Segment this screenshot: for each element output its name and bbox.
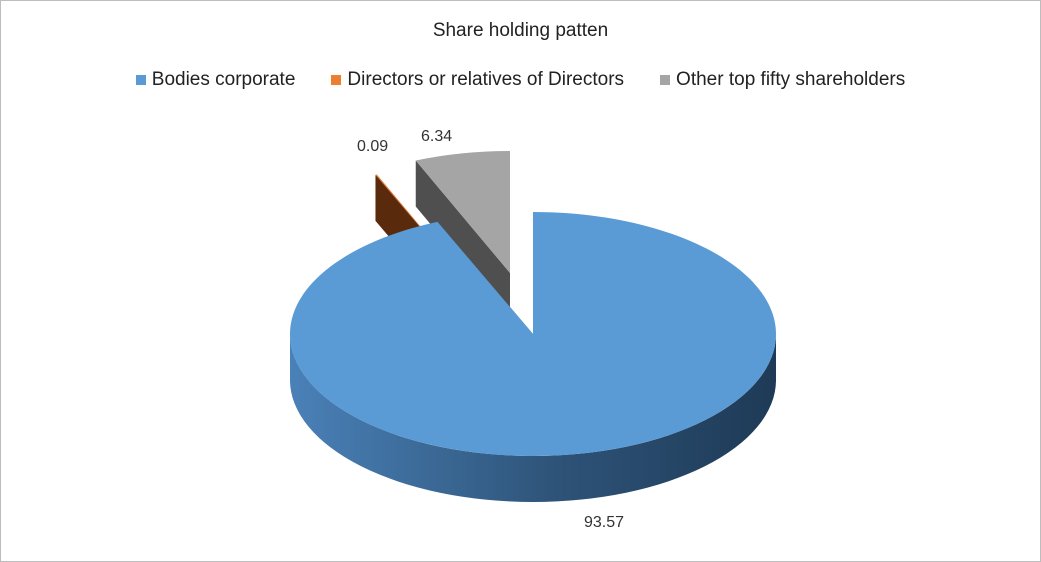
chart-title: Share holding patten: [432, 20, 609, 41]
legend-swatch-bodies-corporate: [135, 75, 146, 85]
legend-label-other-shareholders: Other top fifty shareholders: [676, 69, 906, 90]
data-label-directors: 0.09: [357, 138, 388, 155]
legend-item-directors: Directors or relatives of Directors: [331, 69, 624, 91]
pie-layer: [289, 151, 776, 502]
legend-item-bodies-corporate: Bodies corporate: [135, 69, 296, 91]
legend-label-bodies-corporate: Bodies corporate: [151, 69, 296, 90]
legend-label-directors: Directors or relatives of Directors: [347, 69, 625, 90]
chart-legend: Bodies corporate Directors or relatives …: [0, 69, 1041, 91]
data-label-other-shareholders: 6.34: [421, 128, 452, 145]
data-label-bodies-corporate: 93.57: [584, 514, 624, 531]
legend-item-other-shareholders: Other top fifty shareholders: [660, 69, 905, 91]
pie-slice-bodies-corporate: [289, 212, 776, 502]
legend-swatch-other-shareholders: [660, 75, 671, 85]
legend-swatch-directors: [331, 75, 342, 85]
